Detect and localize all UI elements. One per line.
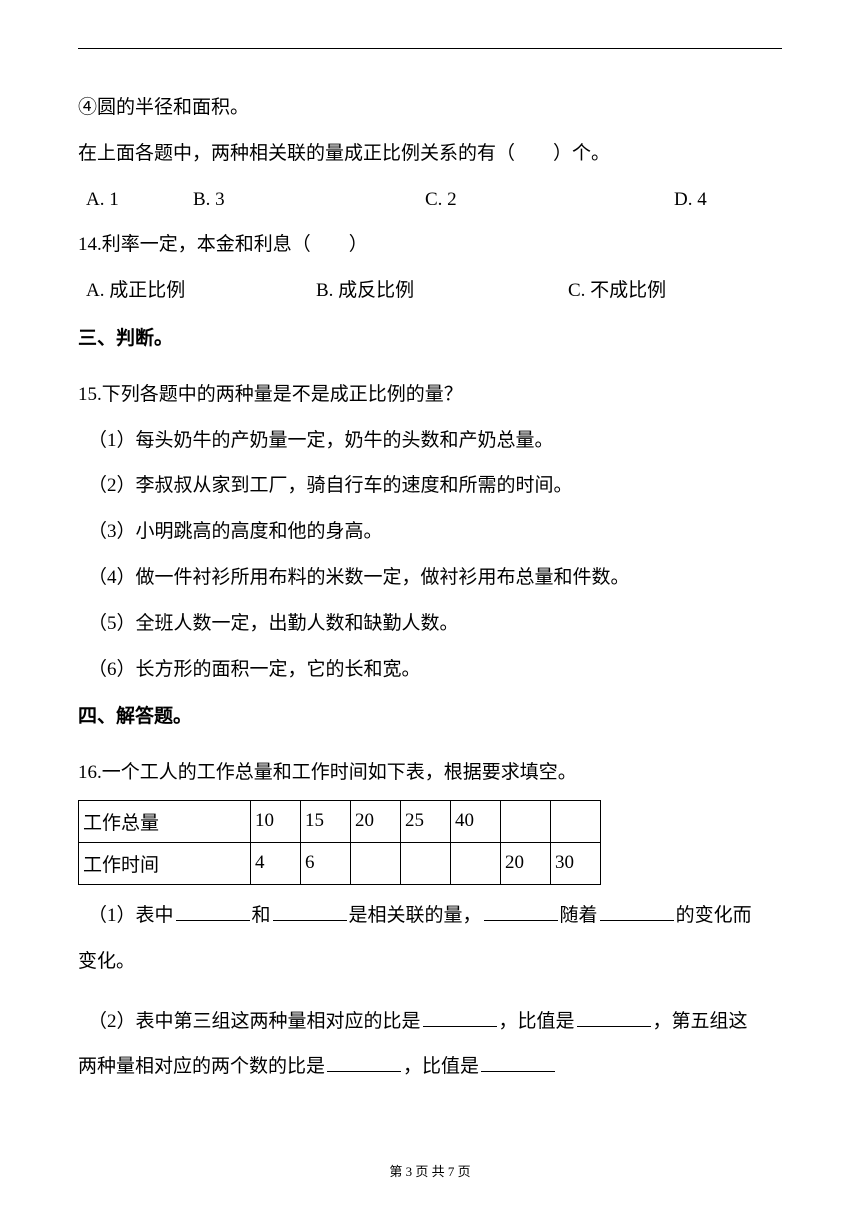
blank-line <box>273 903 347 921</box>
blank-line <box>481 1054 555 1072</box>
q14-options: A. 成正比例 B. 成反比例 C. 不成比例 <box>78 270 782 312</box>
q15-item-3: （3）小明跳高的高度和他的身高。 <box>78 511 782 553</box>
table-cell: 6 <box>301 842 351 884</box>
q13-options: A. 1 B. 3 C. 2 D. 4 <box>78 179 782 221</box>
q13-stem: 在上面各题中，两种相关联的量成正比例关系的有（ ）个。 <box>78 133 782 175</box>
q16-2-text: ，比值是 <box>403 1056 479 1077</box>
blank-line <box>484 903 558 921</box>
blank-line <box>600 903 674 921</box>
table-row: 工作时间 4 6 20 30 <box>79 842 601 884</box>
footer-text: 第 <box>389 1164 402 1179</box>
q14-opt-a: A. 成正比例 <box>78 270 316 312</box>
table-cell: 20 <box>501 842 551 884</box>
footer-text: 页 共 <box>415 1164 444 1179</box>
q16-1-text: 和 <box>252 905 271 926</box>
q16-table: 工作总量 10 15 20 25 40 工作时间 4 6 20 30 <box>78 800 601 885</box>
table-cell <box>401 842 451 884</box>
q16-sub-1: （1）表中 和 是相关联的量， 随着 的变化而 <box>78 895 782 937</box>
q15-item-2: （2）李叔叔从家到工厂，骑自行车的速度和所需的时间。 <box>78 465 782 507</box>
header-divider <box>78 48 782 49</box>
q14-opt-b: B. 成反比例 <box>316 270 568 312</box>
q13-opt-b: B. 3 <box>193 179 425 221</box>
blank-line <box>176 903 250 921</box>
q13-item-4-text: ④圆的半径和面积。 <box>78 87 249 129</box>
q16-sub-2: （2）表中第三组这两种量相对应的比是 ，比值是 ，第五组这 <box>78 1001 782 1043</box>
footer-page-total: 7 <box>448 1164 455 1179</box>
section-4-title: 四、解答题。 <box>78 696 782 738</box>
q15-item-5: （5）全班人数一定，出勤人数和缺勤人数。 <box>78 603 782 645</box>
table-cell: 15 <box>301 800 351 842</box>
footer-text: 页 <box>458 1164 471 1179</box>
table-cell: 工作时间 <box>79 842 251 884</box>
q16-sub-1-cont: 变化。 <box>78 941 782 983</box>
section-3-title: 三、判断。 <box>78 318 782 360</box>
q13-item-4: ④圆的半径和面积。 <box>78 87 782 129</box>
q15-item-4: （4）做一件衬衫所用布料的米数一定，做衬衫用布总量和件数。 <box>78 557 782 599</box>
q16-2-text: 两种量相对应的两个数的比是 <box>78 1056 325 1077</box>
q13-opt-d: D. 4 <box>674 179 707 221</box>
q16-stem: 16.一个工人的工作总量和工作时间如下表，根据要求填空。 <box>78 752 782 794</box>
table-cell <box>451 842 501 884</box>
table-cell: 工作总量 <box>79 800 251 842</box>
table-cell <box>551 800 601 842</box>
q13-opt-c: C. 2 <box>425 179 674 221</box>
q15-item-6: （6）长方形的面积一定，它的长和宽。 <box>78 649 782 691</box>
blank-line <box>327 1054 401 1072</box>
q16-2-text: ，第五组这 <box>653 1011 748 1032</box>
q16-1-text: 是相关联的量， <box>349 905 482 926</box>
q16-1-text: 随着 <box>560 905 598 926</box>
q14-opt-c: C. 不成比例 <box>568 270 666 312</box>
q15-stem: 15.下列各题中的两种量是不是成正比例的量？ <box>78 374 782 416</box>
q16-1-text: （1）表中 <box>88 905 174 926</box>
table-cell: 40 <box>451 800 501 842</box>
table-cell: 10 <box>251 800 301 842</box>
page-footer: 第 3 页 共 7 页 <box>0 1161 860 1180</box>
q16-1-text: 的变化而 <box>676 905 752 926</box>
q16-sub-2-cont: 两种量相对应的两个数的比是 ，比值是 <box>78 1046 782 1088</box>
table-cell <box>501 800 551 842</box>
blank-line <box>577 1009 651 1027</box>
footer-page-current: 3 <box>406 1164 413 1179</box>
q15-item-1: （1）每头奶牛的产奶量一定，奶牛的头数和产奶总量。 <box>78 420 782 462</box>
table-cell <box>351 842 401 884</box>
table-cell: 25 <box>401 800 451 842</box>
q14-stem: 14.利率一定，本金和利息（ ） <box>78 224 782 266</box>
table-cell: 30 <box>551 842 601 884</box>
q16-2-text: ，比值是 <box>499 1011 575 1032</box>
table-row: 工作总量 10 15 20 25 40 <box>79 800 601 842</box>
blank-line <box>423 1009 497 1027</box>
q13-opt-a: A. 1 <box>78 179 193 221</box>
q16-2-text: （2）表中第三组这两种量相对应的比是 <box>88 1011 421 1032</box>
table-cell: 4 <box>251 842 301 884</box>
table-cell: 20 <box>351 800 401 842</box>
